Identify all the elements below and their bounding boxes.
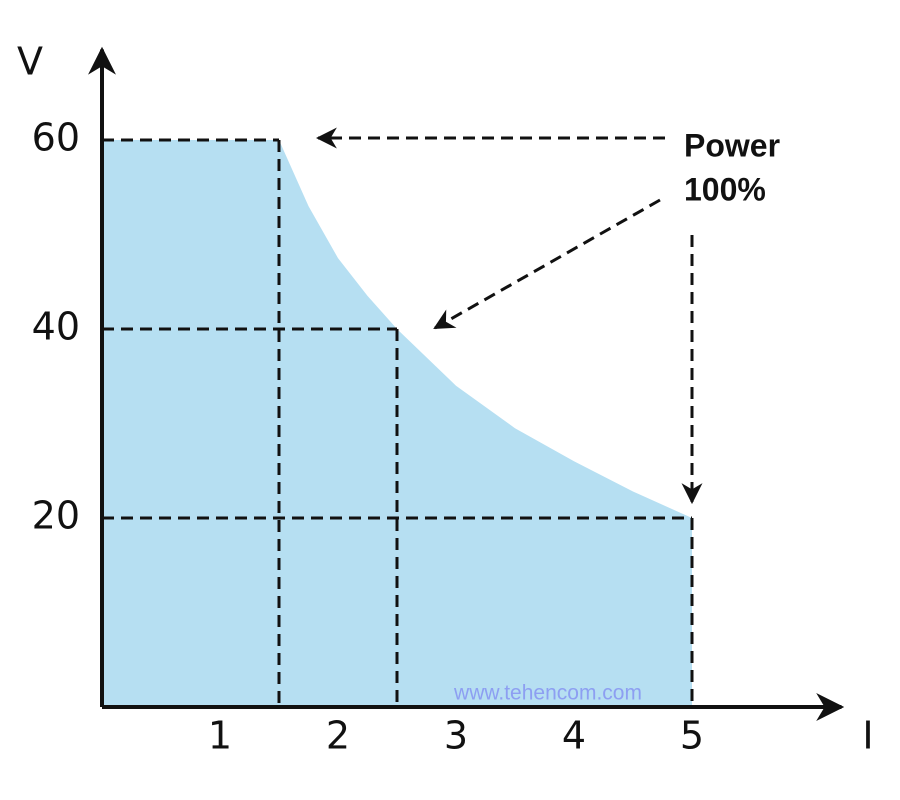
x-tick-label: 5	[680, 714, 704, 758]
y-axis-label: V	[17, 40, 43, 84]
annotation-arrow	[433, 198, 661, 330]
y-tick-label: 60	[32, 116, 80, 160]
x-tick-label: 1	[208, 714, 232, 758]
watermark: www.tehencom.com	[453, 682, 642, 705]
annotation: Power	[684, 127, 780, 163]
y-tick-label: 20	[32, 494, 80, 538]
x-axis-label: I	[862, 714, 873, 758]
area	[102, 140, 692, 707]
annotation: 100%	[684, 171, 766, 207]
x-tick-label: 2	[326, 714, 350, 758]
x-tick-label: 3	[444, 714, 468, 758]
plot-area	[88, 46, 845, 721]
x-tick-label: 4	[562, 714, 586, 758]
y-tick-label: 40	[32, 305, 80, 349]
